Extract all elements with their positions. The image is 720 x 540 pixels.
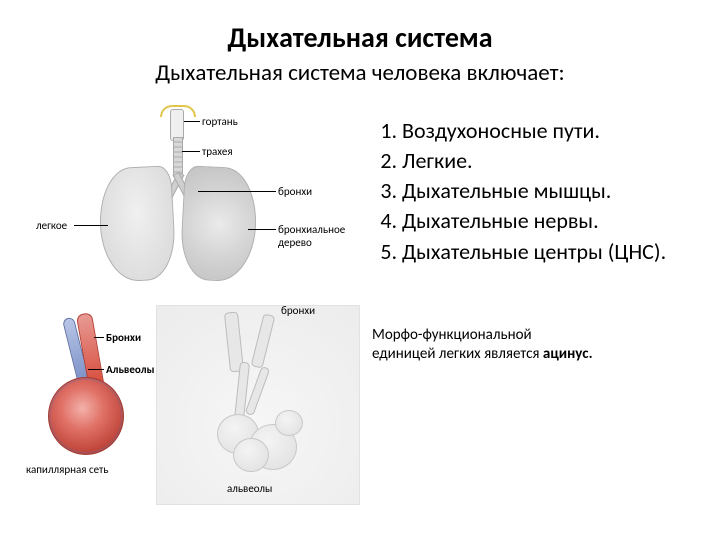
- list-item: Воздухоносные пути.: [402, 117, 690, 145]
- list-item: Легкие.: [402, 147, 690, 175]
- illustration-column: гортань трахея бронхи легкое бронхиально…: [30, 105, 360, 505]
- label-bronchial-tree-2: дерево: [278, 236, 312, 249]
- bronchiole-icon: [251, 313, 276, 368]
- bronchiole-tree-diagram: бронхи альвеолы: [156, 305, 360, 505]
- components-list: Воздухоносные пути. Легкие. Дыхательные …: [372, 117, 690, 266]
- footnote-line1: Морфо-функциональной: [372, 326, 532, 344]
- text-column: Воздухоносные пути. Легкие. Дыхательные …: [372, 105, 690, 505]
- label-legkoe: легкое: [36, 219, 67, 232]
- footnote: Морфо-функциональной единицей легких явл…: [372, 326, 690, 365]
- leader-line: [184, 121, 200, 122]
- leader-line: [88, 369, 104, 370]
- list-item: Дыхательные мышцы.: [402, 177, 690, 205]
- right-lung-icon: [179, 165, 259, 283]
- list-item: Дыхательные нервы.: [402, 207, 690, 235]
- bottom-diagrams: Бронхи Альвеолы капиллярная сеть бронхи …: [30, 305, 360, 505]
- page-subtitle: Дыхательная система человека включает:: [30, 59, 690, 87]
- page-title: Дыхательная система: [30, 20, 690, 55]
- left-lung-icon: [97, 165, 177, 283]
- leader-line: [198, 191, 276, 192]
- footnote-line2a: единицей легких является: [372, 345, 543, 363]
- leader-line: [94, 337, 104, 338]
- alveolus-cluster-icon: [275, 410, 303, 436]
- label-capillary-net: капиллярная сеть: [26, 463, 108, 476]
- label-gortan: гортань: [202, 115, 238, 128]
- label-bronchi: бронхи: [278, 185, 312, 198]
- alveolus-cluster-icon: [233, 438, 269, 472]
- capillary-ball-icon: [48, 377, 124, 455]
- label-alveoly-cap: Альвеолы: [106, 363, 154, 376]
- list-item: Дыхательные центры (ЦНС).: [402, 238, 690, 266]
- leader-line: [248, 229, 276, 230]
- leader-line: [182, 151, 200, 152]
- label-bronchi-cap: Бронхи: [106, 331, 141, 344]
- label-trachea: трахея: [202, 145, 233, 158]
- label-bronchi2: бронхи: [281, 304, 315, 317]
- capillary-diagram: Бронхи Альвеолы капиллярная сеть: [30, 305, 150, 475]
- footnote-bold: ацинус.: [543, 345, 593, 363]
- leader-line: [74, 225, 108, 226]
- label-alveoly: альвеолы: [227, 482, 272, 495]
- label-bronchial-tree-1: бронхиальное: [278, 223, 345, 236]
- content-row: гортань трахея бронхи легкое бронхиально…: [30, 105, 690, 505]
- lungs-diagram: гортань трахея бронхи легкое бронхиально…: [30, 105, 360, 305]
